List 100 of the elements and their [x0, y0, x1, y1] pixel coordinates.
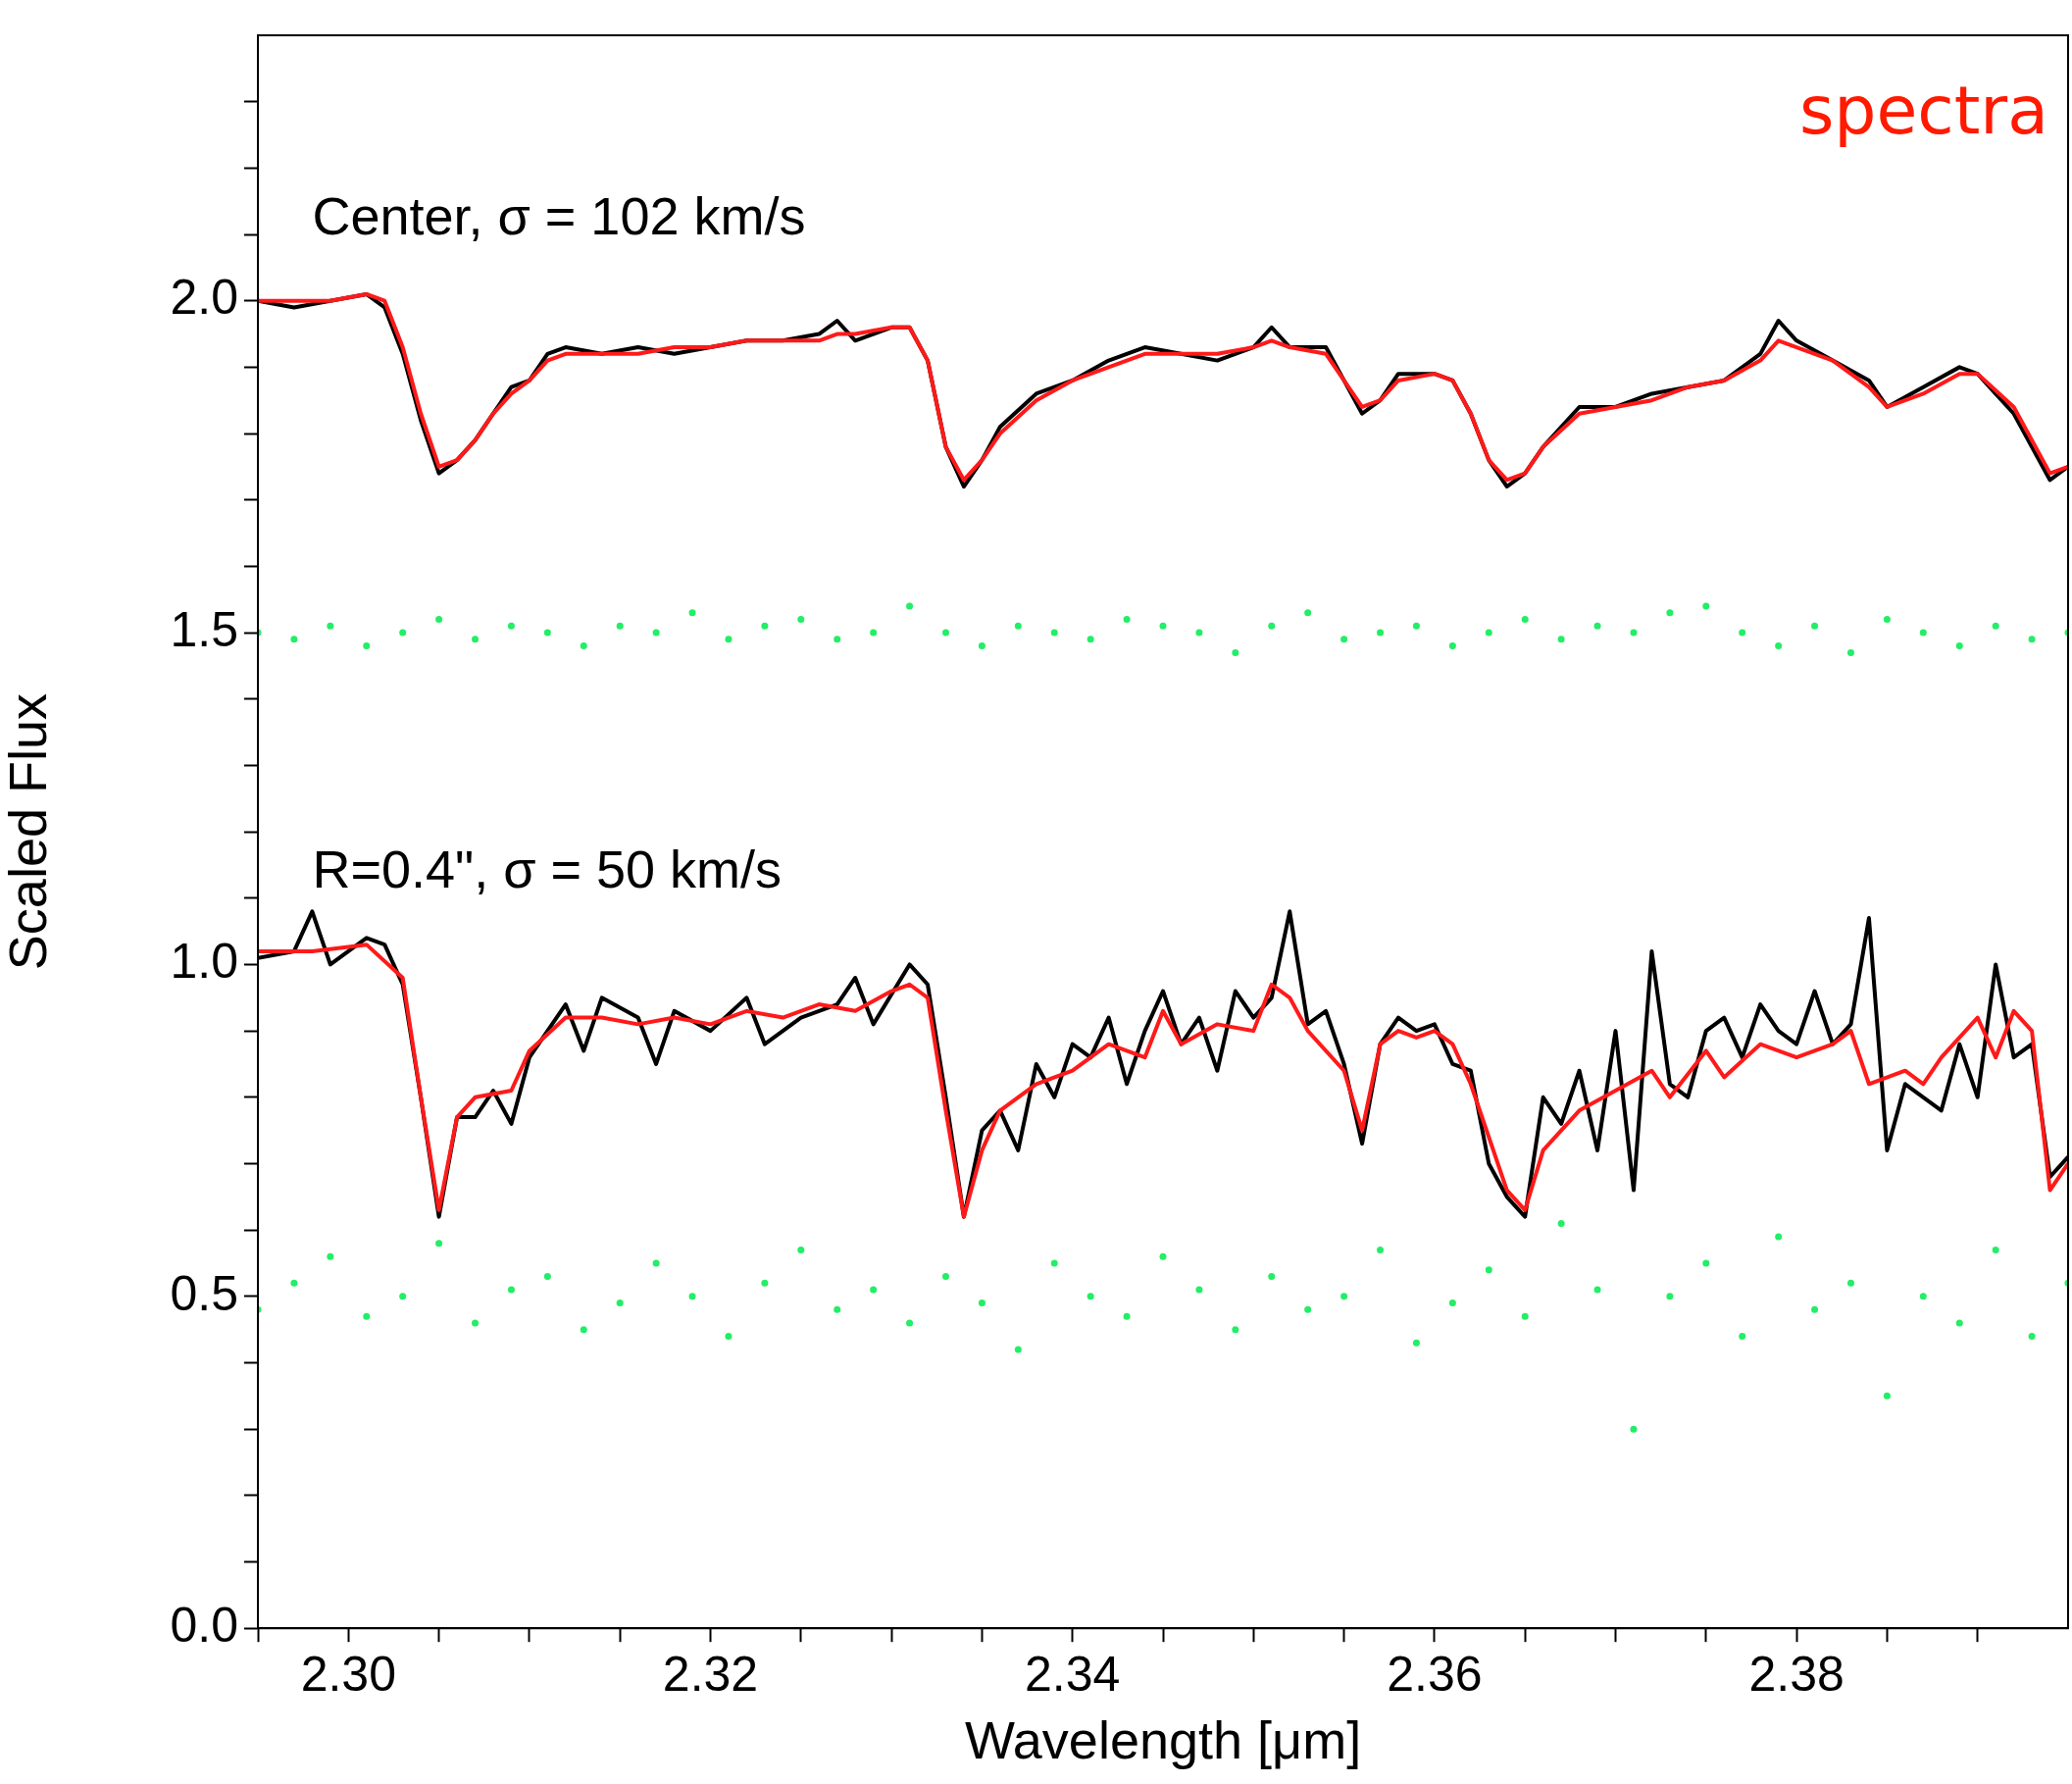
- point: [1666, 1293, 1674, 1300]
- point: [1521, 1312, 1529, 1320]
- point: [1014, 1346, 1022, 1353]
- point: [1159, 622, 1167, 630]
- point: [1955, 642, 1963, 650]
- point: [1195, 1286, 1203, 1294]
- point: [1883, 1392, 1891, 1400]
- point: [290, 1279, 298, 1287]
- point: [725, 1332, 733, 1340]
- point: [1485, 629, 1492, 637]
- point: [1883, 616, 1891, 624]
- point: [1232, 1326, 1239, 1334]
- point: [1304, 609, 1312, 617]
- annotation: R=0.4", σ = 50 km/s: [312, 839, 783, 898]
- point: [688, 1293, 696, 1300]
- y-tick-label: 1.0: [170, 934, 238, 990]
- point: [1268, 1273, 1276, 1281]
- point: [797, 1246, 805, 1253]
- y-axis-title: Scaled Flux: [0, 693, 58, 971]
- point: [507, 622, 515, 630]
- point: [978, 642, 985, 650]
- point: [1195, 629, 1203, 637]
- point: [1159, 1252, 1167, 1260]
- x-tick-label: 2.32: [662, 1646, 759, 1702]
- point: [1955, 1319, 1963, 1327]
- point: [472, 1319, 480, 1327]
- point: [1377, 1246, 1385, 1253]
- point: [1593, 1286, 1601, 1294]
- text: spectra: [1798, 72, 2048, 149]
- point: [1123, 616, 1131, 624]
- point: [472, 636, 480, 643]
- point: [1702, 1259, 1710, 1267]
- x-tick-label: 2.34: [1025, 1646, 1121, 1702]
- point: [1557, 1219, 1565, 1227]
- point: [1666, 609, 1674, 617]
- point: [1087, 1293, 1094, 1300]
- point: [761, 622, 769, 630]
- annotation: Center, σ = 102 km/s: [312, 186, 806, 246]
- point: [1630, 1425, 1638, 1433]
- point: [616, 622, 624, 630]
- point: [1775, 642, 1783, 650]
- point: [1340, 1293, 1348, 1300]
- point: [1232, 648, 1239, 656]
- y-tick-label: 0.0: [170, 1597, 238, 1653]
- point: [1377, 629, 1385, 637]
- point: [363, 1312, 371, 1320]
- point: [1304, 1305, 1312, 1313]
- point: [1087, 636, 1094, 643]
- point: [1919, 629, 1927, 637]
- point: [1557, 636, 1565, 643]
- point: [870, 629, 878, 637]
- point: [688, 609, 696, 617]
- point: [363, 642, 371, 650]
- point: [1811, 622, 1819, 630]
- point: [2028, 636, 2036, 643]
- point: [1448, 1300, 1456, 1307]
- x-tick-label: 2.38: [1748, 1646, 1845, 1702]
- point: [1775, 1233, 1783, 1241]
- point: [834, 1305, 841, 1313]
- point: [1340, 636, 1348, 643]
- point: [399, 1293, 407, 1300]
- x-axis-title: Wavelength [μm]: [964, 1710, 1362, 1770]
- point: [2028, 1332, 2036, 1340]
- point: [1412, 1339, 1420, 1347]
- point: [327, 622, 334, 630]
- point: [1992, 1246, 1999, 1253]
- point: [941, 1273, 949, 1281]
- point: [906, 602, 914, 610]
- point: [1412, 622, 1420, 630]
- point: [543, 629, 551, 637]
- point: [290, 636, 298, 643]
- point: [435, 1240, 443, 1248]
- point: [1919, 1293, 1927, 1300]
- point: [978, 1300, 985, 1307]
- point: [580, 1326, 587, 1334]
- point: [616, 1300, 624, 1307]
- x-tick-label: 2.36: [1387, 1646, 1483, 1702]
- point: [1846, 1279, 1854, 1287]
- point: [1846, 648, 1854, 656]
- point: [797, 616, 805, 624]
- point: [906, 1319, 914, 1327]
- point: [1593, 622, 1601, 630]
- point: [1992, 622, 1999, 630]
- point: [1811, 1305, 1819, 1313]
- point: [761, 1279, 769, 1287]
- point: [580, 642, 587, 650]
- point: [399, 629, 407, 637]
- point: [1739, 629, 1746, 637]
- point: [941, 629, 949, 637]
- point: [652, 629, 660, 637]
- y-tick-label: 2.0: [170, 270, 238, 326]
- point: [543, 1273, 551, 1281]
- point: [1702, 602, 1710, 610]
- y-tick-label: 1.5: [170, 601, 238, 657]
- point: [1448, 642, 1456, 650]
- point: [435, 616, 443, 624]
- point: [834, 636, 841, 643]
- point: [1050, 629, 1058, 637]
- point: [1014, 622, 1022, 630]
- point: [652, 1259, 660, 1267]
